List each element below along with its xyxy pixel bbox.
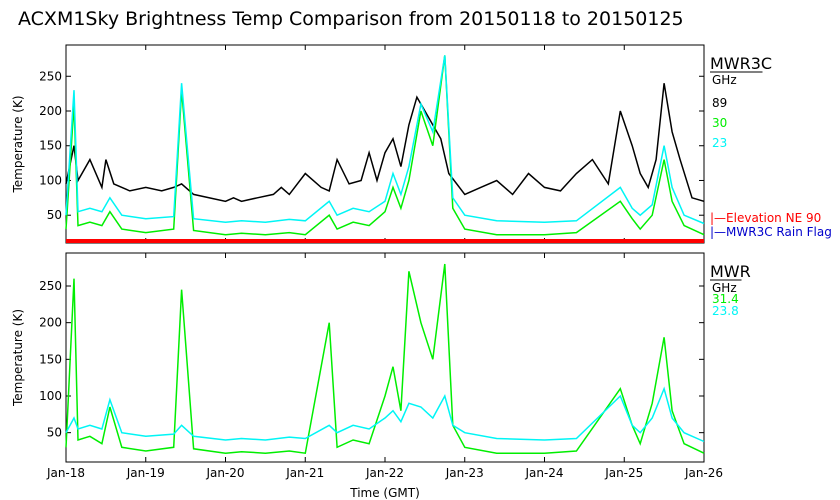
- legend-instrument: MWR: [710, 262, 751, 281]
- y-tick-label: 50: [47, 426, 62, 440]
- legend-unit: GHz: [712, 281, 737, 295]
- legend-entry: 31.4: [712, 292, 739, 306]
- x-tick-label: Jan-25: [604, 466, 643, 480]
- y-tick-label: 250: [39, 69, 62, 83]
- x-tick-label: Jan-26: [684, 466, 723, 480]
- panel-mwr: 50 100 150 200 250 Temperature (K) Jan-18 Jan-1…: [11, 252, 751, 480]
- y-tick-label: 250: [39, 279, 62, 293]
- chart-title: ACXM1Sky Brightness Temp Comparison from…: [18, 8, 684, 30]
- plot-frame: [65, 252, 705, 463]
- y-axis-label: Temperature (K): [11, 95, 25, 193]
- x-tick-label: Jan-19: [126, 466, 165, 480]
- y-axis-label: Temperature (K): [11, 309, 25, 407]
- legend-entry: 89: [712, 96, 727, 110]
- legend-entry: 23: [712, 136, 727, 150]
- elevation-flag-bar: [66, 239, 704, 243]
- x-tick-label: Jan-24: [524, 466, 563, 480]
- series-line-30: [65, 55, 705, 236]
- y-tick-label: 50: [47, 208, 62, 222]
- flag-legend-entry: |—Elevation NE 90: [710, 211, 821, 225]
- legend-entry: 30: [712, 116, 727, 130]
- x-tick-label: Jan-23: [445, 466, 484, 480]
- x-tick-label: Jan-18: [46, 466, 85, 480]
- legend-entry: 23.8: [712, 304, 739, 318]
- y-tick-label: 100: [39, 389, 62, 403]
- series-line-31-4: [65, 263, 705, 455]
- x-tick-label: Jan-20: [205, 466, 244, 480]
- x-tick-label: Jan-21: [285, 466, 324, 480]
- x-axis-label: Time (GMT): [349, 486, 420, 500]
- plot-frame: [65, 44, 705, 244]
- legend-unit: GHz: [712, 73, 737, 87]
- y-tick-label: 100: [39, 173, 62, 187]
- legend-instrument: MWR3C: [710, 54, 772, 73]
- series-line-23-8: [65, 386, 705, 443]
- flag-legend-entry: |—MWR3C Rain Flag: [710, 225, 832, 239]
- y-tick-label: 200: [39, 316, 62, 330]
- y-tick-label: 150: [39, 352, 62, 366]
- y-tick-label: 200: [39, 104, 62, 118]
- y-tick-label: 150: [39, 139, 62, 153]
- series-line-89: [65, 83, 705, 203]
- series-line-23: [65, 55, 705, 225]
- x-tick-label: Jan-22: [365, 466, 404, 480]
